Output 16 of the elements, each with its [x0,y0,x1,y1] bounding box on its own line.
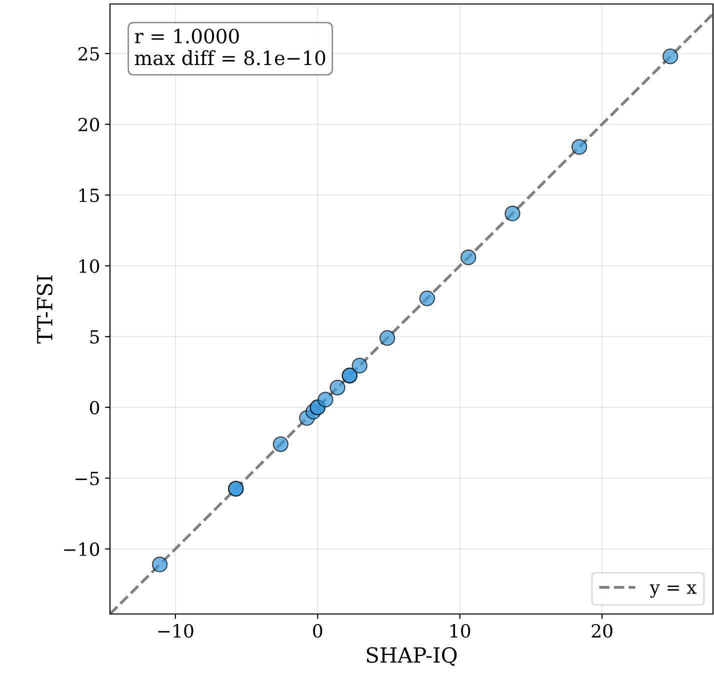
y-tick-label: 25 [78,46,99,61]
y-tick-label: 15 [80,188,99,202]
x-tick-label: 0 [313,624,322,638]
y-tick-label: 10 [80,259,100,273]
annotation: r = 1.0000 max diff = 8.1e−10 [134,28,326,66]
y-tick-label: −10 [64,542,100,556]
x-tick-label: 20 [592,624,612,638]
y-tick-label: 5 [90,330,99,344]
x-tick-label: −10 [158,624,194,638]
y-tick-label: −5 [76,472,99,486]
y-tick-label: 20 [78,118,100,132]
y-axis-title: TT-FSI [36,275,53,344]
legend-label: y = x [650,584,697,598]
y-tick-label: 0 [90,400,100,414]
x-axis-title: SHAP-IQ [366,647,457,666]
x-tick-label: 10 [450,624,470,638]
